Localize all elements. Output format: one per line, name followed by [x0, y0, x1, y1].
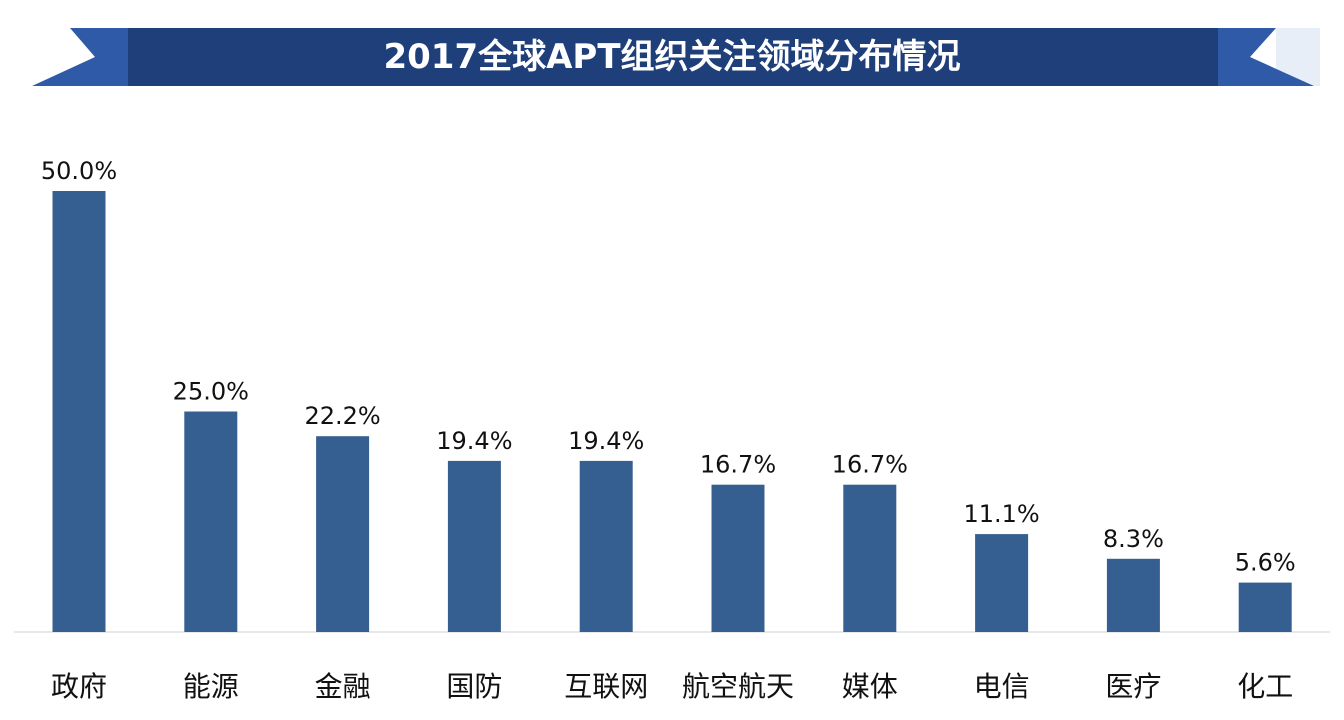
data-label-7: 11.1%: [963, 500, 1039, 528]
banner-right-ribbon: [1218, 28, 1314, 86]
data-label-8: 8.3%: [1103, 525, 1164, 553]
chart-marks: 50.0% 政府 25.0% 能源 22.2% 金融 19.4% 国防 19.4% 互联网 16.7…: [41, 157, 1296, 703]
data-label-3: 19.4%: [436, 427, 512, 455]
banner-main: [128, 28, 1218, 86]
category-label-7: 电信: [974, 670, 1030, 703]
category-label-5: 航空航天: [682, 670, 794, 703]
data-label-5: 16.7%: [700, 451, 776, 479]
category-label-0: 政府: [51, 670, 107, 703]
data-label-4: 19.4%: [568, 427, 644, 455]
bar-6: [843, 484, 897, 632]
category-label-4: 互联网: [564, 670, 648, 703]
category-label-9: 化工: [1237, 670, 1293, 703]
bar-3: [447, 460, 501, 632]
data-label-0: 50.0%: [41, 157, 117, 185]
category-label-3: 国防: [446, 670, 502, 703]
category-label-1: 能源: [183, 670, 239, 703]
data-label-2: 22.2%: [304, 402, 380, 430]
category-label-6: 媒体: [842, 670, 898, 703]
bar-1: [184, 411, 238, 632]
title-banner: [32, 28, 1320, 86]
data-label-9: 5.6%: [1235, 549, 1296, 577]
bar-9: [1238, 582, 1292, 632]
category-label-2: 金融: [315, 670, 371, 703]
bar-chart: 50.0% 政府 25.0% 能源 22.2% 金融 19.4% 国防 19.4% 互联网 16.7…: [14, 157, 1330, 703]
chart-title: 2017全球APT组织关注领域分布情况: [383, 37, 961, 77]
bar-8: [1106, 558, 1160, 632]
category-label-8: 医疗: [1105, 670, 1161, 703]
bar-0: [52, 191, 106, 632]
bar-2: [316, 436, 370, 632]
bar-7: [975, 534, 1029, 632]
data-label-6: 16.7%: [832, 451, 908, 479]
bar-5: [711, 484, 765, 632]
bar-4: [579, 460, 633, 632]
data-label-1: 25.0%: [173, 378, 249, 406]
banner-left-ribbon: [32, 28, 128, 86]
